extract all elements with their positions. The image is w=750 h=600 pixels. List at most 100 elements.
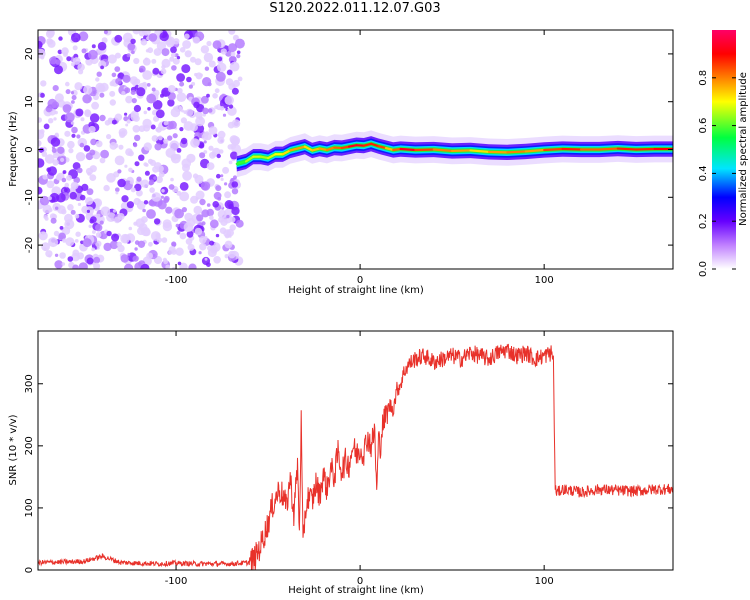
noise-blob — [99, 92, 105, 98]
noise-blob — [80, 117, 85, 122]
noise-blob — [202, 77, 212, 87]
ridge-peak — [506, 150, 527, 154]
noise-blob — [228, 55, 237, 64]
noise-blob — [163, 120, 169, 126]
noise-blob — [206, 162, 215, 171]
noise-blob — [115, 77, 122, 85]
noise-blob — [133, 104, 141, 113]
noise-blob — [46, 38, 54, 45]
ridge-peak — [384, 146, 395, 152]
ridge-peak — [244, 155, 255, 163]
colorbar-tick-label: 0.0 — [698, 261, 709, 277]
y-tick-label: 0 — [24, 146, 35, 152]
noise-blob — [38, 186, 43, 195]
noise-blob — [137, 240, 146, 248]
colorbar-gradient — [712, 30, 736, 269]
ridge-peak — [598, 147, 619, 151]
noise-blob — [209, 215, 214, 220]
noise-blob — [138, 154, 145, 161]
noise-blob — [117, 169, 122, 174]
ridge-peak — [347, 144, 358, 148]
noise-blob — [88, 224, 92, 228]
noise-blob — [206, 40, 212, 47]
noise-blob — [51, 148, 57, 153]
noise-blob — [138, 125, 146, 132]
noise-blob — [117, 178, 126, 188]
noise-blob — [148, 33, 158, 42]
noise-blob — [201, 256, 211, 266]
noise-blob — [133, 221, 138, 226]
noise-blob — [46, 180, 55, 189]
noise-blob — [103, 30, 108, 35]
noise-blob — [76, 134, 81, 139]
noise-blob — [208, 60, 216, 68]
noise-blob — [190, 138, 200, 148]
noise-blob — [215, 233, 220, 238]
noise-blob — [201, 95, 209, 104]
noise-blob — [217, 209, 227, 219]
noise-blob — [53, 117, 57, 121]
x-tick-label: 0 — [357, 576, 363, 587]
noise-blob — [237, 76, 243, 82]
ridge-peak — [616, 147, 638, 151]
noise-blob — [180, 117, 187, 124]
noise-blob — [120, 233, 130, 244]
y-tick-label: 300 — [24, 374, 35, 393]
noise-blob — [124, 263, 134, 269]
noise-blob — [186, 230, 194, 238]
noise-blob — [128, 226, 133, 231]
noise-blob — [169, 56, 175, 62]
noise-blob — [160, 93, 164, 98]
noise-blob — [74, 82, 83, 91]
noise-blob — [127, 252, 131, 256]
noise-blob — [231, 206, 240, 216]
noise-blob — [233, 175, 237, 180]
noise-blob — [163, 197, 170, 204]
ridge-peak — [362, 142, 373, 147]
noise-blob — [192, 36, 200, 44]
noise-blob — [131, 50, 135, 55]
noise-blob — [113, 171, 120, 178]
noise-blob — [151, 58, 157, 64]
noise-blob — [204, 257, 208, 261]
ridge-peak — [399, 147, 417, 152]
noise-blob — [217, 62, 227, 72]
noise-blob — [213, 255, 221, 264]
colorbar-axes: 0.0 0.2 0.4 0.6 0.8 — [698, 70, 736, 277]
noise-blob — [64, 130, 71, 137]
noise-blob — [167, 85, 176, 93]
noise-blob — [194, 227, 203, 236]
noise-blob — [111, 72, 117, 78]
ridge-peak — [543, 147, 564, 152]
noise-blob — [49, 192, 60, 203]
noise-blob — [220, 48, 227, 55]
snr-panel: -100 0 100 0 100 200 300 Height of straight li… — [8, 330, 674, 596]
noise-blob — [226, 69, 233, 76]
noise-blob — [93, 256, 101, 264]
noise-blob — [176, 73, 186, 82]
noise-blob — [179, 182, 189, 191]
noise-blob — [151, 87, 156, 92]
noise-blob — [170, 177, 174, 182]
noise-blob — [206, 93, 210, 98]
noise-blob — [183, 121, 194, 131]
noise-blob — [74, 213, 80, 219]
noise-blob — [41, 242, 50, 252]
noise-blob — [206, 208, 214, 217]
noise-blob — [68, 148, 74, 154]
noise-blob — [171, 65, 177, 71]
noise-blob — [41, 151, 48, 157]
noise-blob — [70, 91, 75, 95]
noise-blob — [196, 104, 205, 113]
noise-blob — [213, 191, 222, 200]
noise-blob — [182, 170, 193, 181]
noise-blob — [172, 57, 180, 65]
noise-blob — [136, 200, 146, 210]
noise-blob — [142, 208, 146, 213]
noise-blob — [84, 110, 92, 118]
noise-blob — [226, 214, 230, 219]
noise-blob — [58, 232, 66, 241]
noise-blob — [129, 180, 134, 185]
noise-blob — [155, 109, 165, 119]
noise-blob — [154, 143, 162, 151]
